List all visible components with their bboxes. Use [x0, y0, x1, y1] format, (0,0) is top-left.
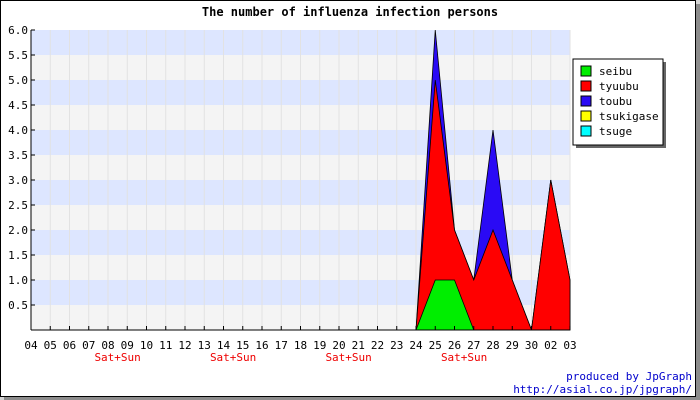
x-tick-label: 23 — [390, 339, 403, 352]
x-tick-label: 11 — [159, 339, 172, 352]
weekend-label: Sat+Sun — [325, 351, 371, 364]
legend-label: tsukigase — [599, 110, 659, 123]
legend-swatch — [580, 80, 592, 92]
legend-swatch — [580, 95, 592, 107]
legend-label: seibu — [599, 65, 632, 78]
legend-swatch — [580, 65, 592, 77]
x-tick-label: 22 — [371, 339, 384, 352]
legend-label: toubu — [599, 95, 632, 108]
credit-line-2: http://asial.co.jp/jpgraph/ — [513, 383, 692, 396]
weekend-labels: Sat+Sun Sat+Sun Sat+Sun Sat+Sun — [94, 351, 487, 364]
y-tick-label: 1.5 — [8, 249, 28, 262]
x-tick-label: 17 — [275, 339, 288, 352]
x-tick-label: 13 — [198, 339, 211, 352]
x-tick-label: 08 — [101, 339, 114, 352]
legend: seibu tyuubu toubu tsukigase tsuge — [572, 58, 666, 148]
y-tick-label: 2.0 — [8, 224, 28, 237]
legend-label: tyuubu — [599, 80, 639, 93]
y-tick-label: 4.0 — [8, 124, 28, 137]
x-tick-label: 26 — [448, 339, 461, 352]
credit: produced by JpGraph http://asial.co.jp/j… — [513, 370, 692, 396]
y-tick-label: 3.0 — [8, 174, 28, 187]
x-tick-label: 20 — [332, 339, 345, 352]
weekend-label: Sat+Sun — [94, 351, 140, 364]
legend-swatch — [580, 110, 592, 122]
credit-line-1: produced by JpGraph — [566, 370, 692, 383]
x-tick-label: 10 — [140, 339, 153, 352]
y-tick-label: 5.5 — [8, 49, 28, 62]
y-tick-label: 3.5 — [8, 149, 28, 162]
y-tick-label: 6.0 — [8, 24, 28, 37]
x-tick-label: 27 — [467, 339, 480, 352]
x-tick-label: 29 — [506, 339, 519, 352]
x-tick-label: 15 — [236, 339, 249, 352]
x-tick-label: 28 — [486, 339, 499, 352]
weekend-label: Sat+Sun — [441, 351, 487, 364]
x-tick-label: 19 — [313, 339, 326, 352]
x-tick-labels: 04 05 06 07 08 09 10 11 12 13 14 15 16 17 18 19 20 21 22 23… — [24, 326, 577, 352]
x-tick-label: 30 — [525, 339, 538, 352]
x-tick-label: 03 — [563, 339, 576, 352]
x-tick-label: 02 — [544, 339, 557, 352]
chart-title: The number of influenza infection person… — [202, 5, 498, 19]
x-tick-label: 16 — [255, 339, 268, 352]
legend-label: tsuge — [599, 125, 632, 138]
y-tick-label: 0.5 — [8, 299, 28, 312]
x-tick-label: 06 — [63, 339, 76, 352]
y-tick-labels: 0.5 1.0 1.5 2.0 2.5 3.0 3.5 4.0 4.5 5.0 5.5 6.0 — [8, 24, 35, 312]
y-tick-label: 1.0 — [8, 274, 28, 287]
x-tick-label: 07 — [82, 339, 95, 352]
x-tick-label: 24 — [409, 339, 423, 352]
y-tick-label: 4.5 — [8, 99, 28, 112]
y-tick-label: 5.0 — [8, 74, 28, 87]
y-tick-label: 2.5 — [8, 199, 28, 212]
x-tick-label: 12 — [178, 339, 191, 352]
x-tick-label: 09 — [121, 339, 134, 352]
x-tick-label: 18 — [294, 339, 307, 352]
legend-swatch — [580, 125, 592, 137]
x-tick-label: 14 — [217, 339, 231, 352]
weekend-label: Sat+Sun — [210, 351, 256, 364]
x-tick-label: 21 — [352, 339, 365, 352]
x-tick-label: 05 — [44, 339, 57, 352]
x-tick-label: 04 — [24, 339, 38, 352]
x-tick-label: 25 — [429, 339, 442, 352]
